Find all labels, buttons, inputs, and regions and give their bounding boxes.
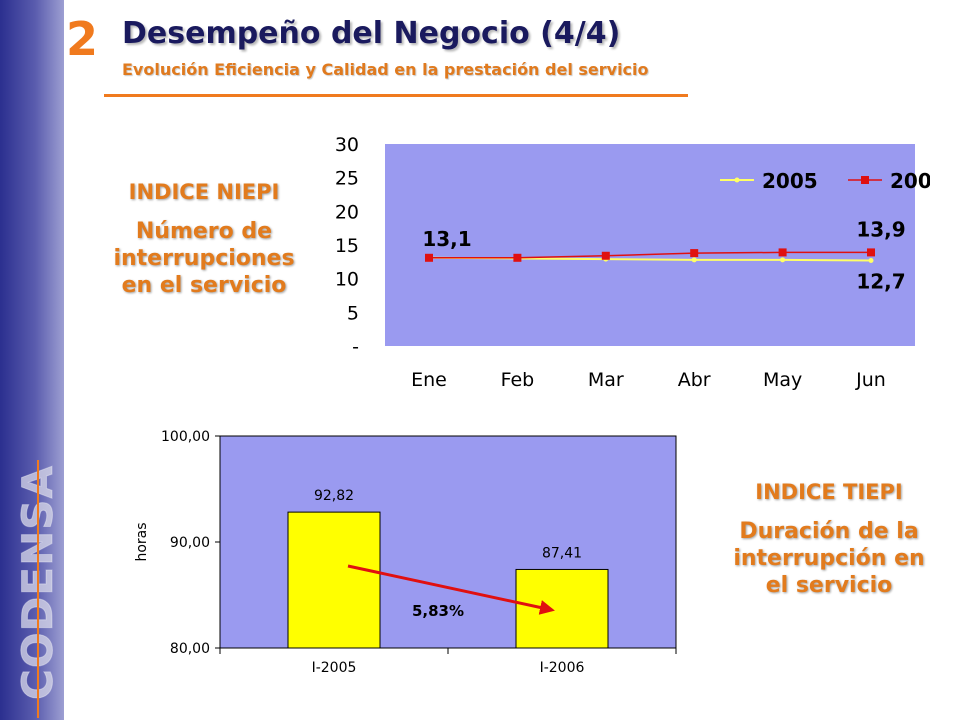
bar-x-tick-label: I-2006 <box>540 660 585 676</box>
bar-i-2006 <box>515 568 609 649</box>
bar-value-label: 87,41 <box>542 545 582 561</box>
bar-y-axis-title: horas <box>134 522 150 561</box>
line-y-tick-label: 15 <box>335 235 359 257</box>
legend-2005-label: 2005 <box>762 169 818 193</box>
line-y-tick-label: 25 <box>335 168 359 190</box>
tiepi-label: INDICE TIEPI Duración de la interrupción… <box>716 480 942 599</box>
tiepi-heading: INDICE TIEPI <box>755 480 903 504</box>
sidebar-band <box>0 0 64 720</box>
line-x-tick-label: Mar <box>588 369 624 391</box>
bar-i-2005 <box>287 511 381 649</box>
legend-2006-swatch-marker <box>861 176 869 184</box>
niepi-heading: INDICE NIEPI <box>128 180 280 204</box>
title-underline <box>104 94 688 97</box>
line-y-tick-label: 5 <box>347 302 359 324</box>
bar-y-tick-label: 90,00 <box>170 535 210 551</box>
tiepi-bar-chart: 100,00 90,00 80,00 horas 92,82 I-2005 87,41 I-2… <box>134 429 677 676</box>
niepi-line-chart: 30 25 20 15 10 5 - Ene Feb Mar Abr May Jun 2005 2006 13… <box>335 134 930 391</box>
niepi-label: INDICE NIEPI Número de interrupciones en… <box>96 180 312 299</box>
niepi-line-3: en el servicio <box>121 273 287 298</box>
bar-y-tick-label: 80,00 <box>170 641 210 657</box>
trend-arrow <box>347 564 555 615</box>
bar-x-tick-label: I-2005 <box>312 660 357 676</box>
line-plot-area <box>385 144 915 346</box>
niepi-line-1: Número de <box>135 219 273 244</box>
legend-2005-swatch-marker <box>734 177 740 183</box>
line-y-tick-label: - <box>352 336 359 358</box>
change-percent-label: 5,83% <box>412 602 464 620</box>
legend-2006-label: 2006 <box>890 169 930 193</box>
series-2006-point <box>425 253 433 262</box>
tiepi-line-3: el servicio <box>765 573 893 598</box>
data-label-2005-jun: 12,7 <box>856 269 905 293</box>
line-x-tick-label: Feb <box>501 369 535 391</box>
bar-y-tick-label: 100,00 <box>161 429 210 445</box>
page-title: Desempeño del Negocio (4/4) <box>122 16 621 51</box>
line-y-tick-label: 20 <box>335 201 359 223</box>
bar-value-label: 92,82 <box>314 488 354 504</box>
series-2006-point <box>601 251 610 260</box>
data-label-2006-ene: 13,1 <box>422 227 471 251</box>
line-x-tick-label: Abr <box>678 369 711 391</box>
series-2005-point <box>868 257 874 263</box>
niepi-line-2: interrupciones <box>113 246 295 271</box>
line-x-tick-label: May <box>763 369 802 391</box>
data-label-2006-jun: 13,9 <box>856 217 905 241</box>
line-x-tick-label: Jun <box>855 369 886 391</box>
codensa-logo: CODENSA <box>13 460 63 718</box>
tiepi-line-2: interrupción en <box>733 546 925 571</box>
line-y-tick-label: 10 <box>335 269 359 291</box>
section-number: 2 <box>66 12 99 66</box>
series-2005-point <box>780 257 786 263</box>
series-2006-line <box>429 251 871 259</box>
page-subtitle: Evolución Eficiencia y Calidad en la pre… <box>122 60 649 79</box>
series-2005-point <box>691 257 697 263</box>
series-2006-point <box>513 253 522 262</box>
line-y-tick-label: 30 <box>335 134 359 156</box>
series-2006-point <box>867 248 875 257</box>
series-2006-point <box>690 249 699 258</box>
tiepi-line-1: Duración de la <box>739 519 919 544</box>
line-x-tick-label: Ene <box>411 369 447 391</box>
series-2006-point <box>778 248 787 257</box>
